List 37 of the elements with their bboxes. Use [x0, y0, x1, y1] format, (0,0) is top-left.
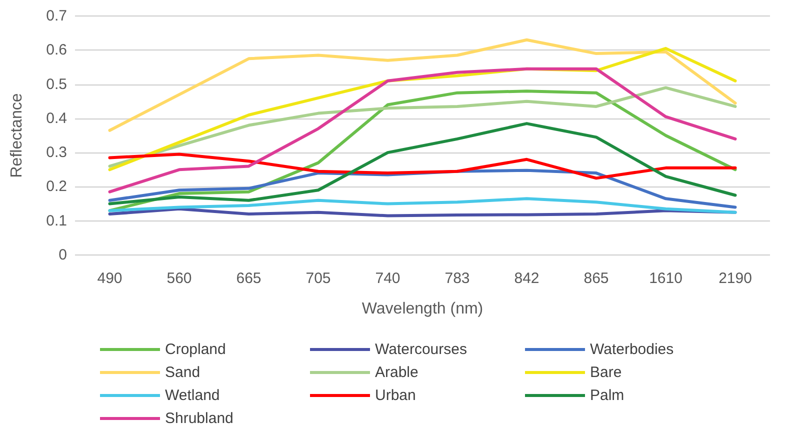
x-tick-label: 560	[166, 270, 192, 287]
legend-label: Bare	[590, 364, 622, 381]
y-tick-label: 0.1	[46, 212, 67, 230]
line-series	[108, 122, 737, 206]
y-tick-label: 0.7	[46, 8, 67, 24]
x-tick-label: 1610	[649, 270, 682, 287]
legend-label: Arable	[375, 364, 418, 381]
legend-label: Shrubland	[165, 410, 234, 427]
legend-label: Wetland	[165, 387, 220, 404]
x-tick-label: 740	[375, 270, 400, 287]
y-tick-label: 0	[58, 246, 67, 264]
legend-label: Sand	[165, 364, 200, 381]
line-series	[108, 38, 737, 132]
line-series	[108, 152, 737, 180]
legend-label: Cropland	[165, 341, 226, 358]
legend-label: Palm	[590, 387, 624, 404]
line-series	[108, 197, 737, 214]
x-axis-title: Wavelength (nm)	[362, 300, 484, 318]
x-tick-label: 865	[584, 270, 609, 287]
line-series	[108, 67, 737, 194]
legend-label: Urban	[375, 387, 416, 404]
y-tick-label: 0.5	[46, 76, 67, 93]
y-axis-title: Reflectance	[8, 93, 26, 178]
x-tick-label: 490	[97, 270, 122, 287]
x-tick-label: 842	[514, 270, 540, 287]
x-tick-label: 2190	[718, 270, 752, 287]
legend-label: Watercourses	[375, 341, 467, 358]
line-series	[108, 86, 737, 168]
x-tick-label: 783	[444, 270, 470, 287]
y-tick-label: 0.4	[46, 110, 67, 127]
y-tick-label: 0.2	[46, 178, 67, 196]
legend-label: Waterbodies	[590, 341, 674, 358]
y-tick-label: 0.3	[46, 144, 67, 162]
y-tick-label: 0.6	[46, 42, 67, 59]
x-tick-label: 665	[236, 270, 262, 287]
x-tick-label: 705	[306, 270, 331, 287]
line-series	[108, 207, 737, 218]
